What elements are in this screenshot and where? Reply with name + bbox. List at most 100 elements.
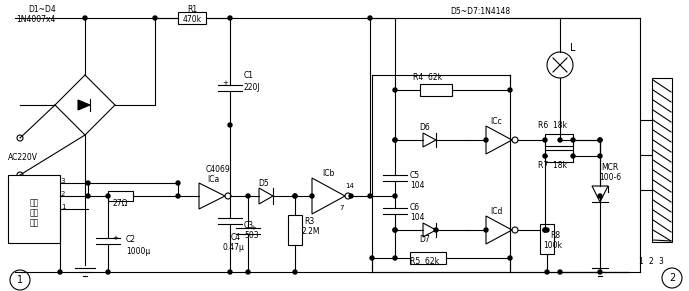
Text: ICc: ICc xyxy=(490,118,502,127)
Bar xyxy=(108,191,133,201)
Circle shape xyxy=(598,138,602,142)
Circle shape xyxy=(228,16,232,20)
Text: ICd: ICd xyxy=(490,207,502,217)
Circle shape xyxy=(86,194,90,198)
Text: 1N4007x4: 1N4007x4 xyxy=(16,15,55,24)
Bar xyxy=(545,150,573,162)
Text: R8: R8 xyxy=(550,230,560,239)
Text: 100k: 100k xyxy=(544,242,562,251)
Text: C6: C6 xyxy=(410,203,420,212)
Text: D7: D7 xyxy=(420,235,431,244)
Text: C2: C2 xyxy=(126,235,136,244)
Circle shape xyxy=(349,194,353,198)
Circle shape xyxy=(83,16,87,20)
Text: D1~D4: D1~D4 xyxy=(28,6,56,15)
Text: 27Ω: 27Ω xyxy=(112,198,127,207)
Text: R7  18k: R7 18k xyxy=(537,162,566,171)
Text: 100-6: 100-6 xyxy=(599,173,621,182)
Circle shape xyxy=(293,194,297,198)
Bar xyxy=(540,224,554,254)
Bar xyxy=(420,84,452,96)
Text: 503: 503 xyxy=(244,232,258,240)
Circle shape xyxy=(543,154,547,158)
Circle shape xyxy=(58,270,62,274)
Circle shape xyxy=(484,138,488,142)
Circle shape xyxy=(393,228,397,232)
Circle shape xyxy=(393,256,397,260)
Text: 1: 1 xyxy=(61,204,65,210)
Text: D6: D6 xyxy=(420,123,431,132)
Circle shape xyxy=(598,194,602,198)
Circle shape xyxy=(598,154,602,158)
Circle shape xyxy=(558,270,562,274)
Bar xyxy=(410,252,446,264)
Bar xyxy=(178,12,206,24)
Text: 104: 104 xyxy=(410,214,424,223)
Circle shape xyxy=(543,228,547,232)
Bar xyxy=(545,134,573,146)
Text: MCR: MCR xyxy=(601,164,619,173)
Text: 收头: 收头 xyxy=(30,219,39,228)
Circle shape xyxy=(228,123,232,127)
Text: 1: 1 xyxy=(639,258,644,267)
Circle shape xyxy=(558,138,562,142)
Circle shape xyxy=(246,270,250,274)
Bar xyxy=(652,78,672,242)
Text: C3: C3 xyxy=(244,221,254,230)
Text: AC220V: AC220V xyxy=(8,153,38,162)
Circle shape xyxy=(598,270,602,274)
Text: +: + xyxy=(112,235,118,241)
Circle shape xyxy=(293,270,297,274)
Text: R1: R1 xyxy=(187,4,197,13)
Circle shape xyxy=(176,194,180,198)
Text: 7: 7 xyxy=(340,205,344,211)
Text: D5: D5 xyxy=(258,180,269,189)
Circle shape xyxy=(434,228,438,232)
Text: +: + xyxy=(222,80,228,86)
Text: 2: 2 xyxy=(61,191,65,197)
Text: 3: 3 xyxy=(659,258,664,267)
Text: 470k: 470k xyxy=(183,15,202,24)
Text: 14: 14 xyxy=(346,183,354,189)
Text: R4  62k: R4 62k xyxy=(413,74,442,83)
Circle shape xyxy=(393,138,397,142)
Circle shape xyxy=(106,194,110,198)
Text: 1: 1 xyxy=(17,275,23,285)
Circle shape xyxy=(368,16,372,20)
Circle shape xyxy=(393,228,397,232)
Polygon shape xyxy=(78,100,90,110)
Text: C4: C4 xyxy=(231,233,241,242)
Text: C4069: C4069 xyxy=(205,164,230,173)
Text: L: L xyxy=(570,43,576,53)
Circle shape xyxy=(176,181,180,185)
Circle shape xyxy=(293,194,297,198)
Circle shape xyxy=(508,256,512,260)
Circle shape xyxy=(228,270,232,274)
Text: R6  18k: R6 18k xyxy=(537,122,566,130)
Text: 1000μ: 1000μ xyxy=(126,246,150,255)
Text: ICa: ICa xyxy=(207,175,219,184)
Circle shape xyxy=(368,194,372,198)
Text: 104: 104 xyxy=(410,180,424,189)
Bar xyxy=(288,215,302,245)
Circle shape xyxy=(543,138,547,142)
Circle shape xyxy=(484,228,488,232)
Text: ICb: ICb xyxy=(322,169,334,178)
Text: R5  62k: R5 62k xyxy=(411,258,440,267)
Circle shape xyxy=(370,256,374,260)
Text: 2.2M: 2.2M xyxy=(302,228,320,237)
Circle shape xyxy=(153,16,157,20)
Text: C5: C5 xyxy=(410,171,420,180)
Text: C1: C1 xyxy=(244,72,254,81)
Text: 3: 3 xyxy=(61,178,65,184)
Bar xyxy=(8,175,60,243)
Circle shape xyxy=(393,194,397,198)
Circle shape xyxy=(571,138,575,142)
Circle shape xyxy=(543,228,547,232)
Circle shape xyxy=(246,194,250,198)
Circle shape xyxy=(571,154,575,158)
Text: D5~D7:1N4148: D5~D7:1N4148 xyxy=(450,8,510,17)
Circle shape xyxy=(545,228,549,232)
Circle shape xyxy=(545,270,549,274)
Text: 0.47μ: 0.47μ xyxy=(222,244,244,253)
